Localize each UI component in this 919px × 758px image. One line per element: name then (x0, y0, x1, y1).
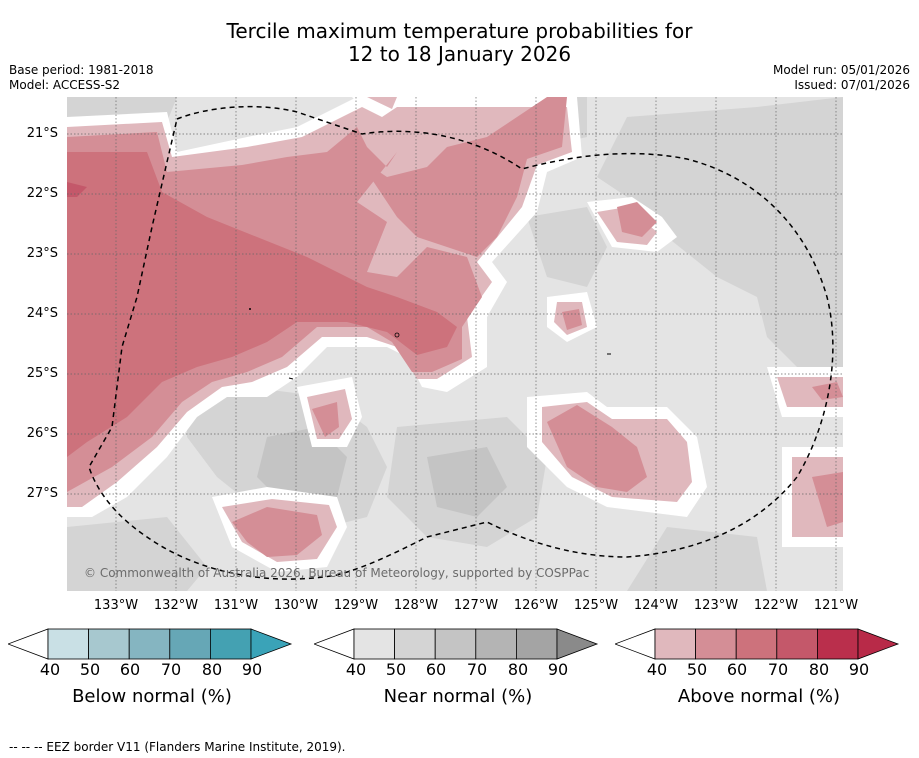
colorbar-extend-low (613, 628, 656, 660)
lon-label: 131°W (213, 598, 259, 613)
colorbar-segment (394, 628, 436, 660)
lon-label: 132°W (153, 598, 199, 613)
colorbar-title-above: Above normal (%) (677, 686, 841, 707)
colorbar-tick: 90 (241, 660, 263, 679)
base-period: Base period: 1981-2018 (9, 63, 154, 77)
colorbar-extend-high (857, 628, 900, 660)
lon-label: 125°W (573, 598, 619, 613)
colorbar-tick: 60 (425, 660, 447, 679)
copyright-notice: © Commonwealth of Australia 2026, Bureau… (84, 566, 590, 580)
colorbar-segment (47, 628, 89, 660)
colorbar-near-normal (312, 627, 602, 661)
colorbar-extend-low (312, 628, 355, 660)
lon-label: 122°W (753, 598, 799, 613)
lon-label: 124°W (633, 598, 679, 613)
model-name: Model: ACCESS-S2 (9, 78, 121, 92)
lon-label: 121°W (813, 598, 859, 613)
lat-label: 25°S (26, 366, 58, 381)
colorbar-tick: 80 (507, 660, 529, 679)
colorbar-title-near: Near normal (%) (383, 686, 533, 707)
model-run: Model run: 05/01/2026 (772, 63, 910, 77)
lon-label: 123°W (693, 598, 739, 613)
colorbar-tick: 60 (119, 660, 141, 679)
colorbar-segment (695, 628, 737, 660)
colorbar-segment (475, 628, 517, 660)
colorbar-extend-high (556, 628, 599, 660)
colorbar-segment (88, 628, 130, 660)
lon-label: 129°W (333, 598, 379, 613)
eez-footnote: -- -- -- EEZ border V11 (Flanders Marine… (9, 740, 346, 754)
colorbar-tick: 50 (79, 660, 101, 679)
colorbar-tick: 70 (466, 660, 488, 679)
colorbar-segment (128, 628, 171, 660)
colorbar-above-normal (613, 627, 903, 661)
colorbar-tick: 50 (385, 660, 407, 679)
colorbar-tick: 50 (686, 660, 708, 679)
lon-label: 130°W (273, 598, 319, 613)
island-marker (249, 308, 251, 310)
map-title-line2: 12 to 18 January 2026 (347, 42, 572, 66)
lat-label: 26°S (26, 426, 58, 441)
colorbar-segment (654, 628, 696, 660)
colorbar-tick: 80 (201, 660, 223, 679)
island-marker (288, 377, 294, 380)
colorbar-segment (353, 628, 395, 660)
issued-date: Issued: 07/01/2026 (794, 78, 910, 92)
lat-label: 23°S (26, 246, 58, 261)
colorbar-segment (735, 628, 778, 660)
probability-map (67, 97, 843, 591)
colorbar-tick: 70 (767, 660, 789, 679)
colorbar-segment (515, 628, 558, 660)
lon-label: 127°W (453, 598, 499, 613)
colorbar-tick: 40 (345, 660, 367, 679)
colorbar-extend-high (250, 628, 293, 660)
colorbar-tick: 80 (808, 660, 830, 679)
colorbar-segment (434, 628, 477, 660)
colorbar-tick: 70 (160, 660, 182, 679)
colorbar-tick: 90 (547, 660, 569, 679)
lat-label: 24°S (26, 306, 58, 321)
colorbar-segment (169, 628, 211, 660)
colorbar-tick: 40 (646, 660, 668, 679)
above-normal-70-80-layer (67, 182, 87, 197)
colorbar-tick: 90 (848, 660, 870, 679)
colorbar-segment (816, 628, 859, 660)
lon-label: 133°W (93, 598, 139, 613)
lon-label: 128°W (393, 598, 439, 613)
colorbar-extend-low (6, 628, 49, 660)
lat-label: 27°S (26, 486, 58, 501)
lon-label: 126°W (513, 598, 559, 613)
lat-label: 21°S (26, 126, 58, 141)
colorbar-below-normal (6, 627, 296, 661)
colorbar-tick: 60 (726, 660, 748, 679)
lat-label: 22°S (26, 186, 58, 201)
colorbar-segment (209, 628, 252, 660)
island-marker (394, 332, 400, 338)
colorbar-title-below: Below normal (%) (72, 686, 232, 707)
colorbar-segment (776, 628, 818, 660)
colorbar-tick: 40 (39, 660, 61, 679)
map-title-line1: Tercile maximum temperature probabilitie… (226, 19, 693, 43)
above-normal-60-70-layer (67, 152, 457, 457)
eez-border (88, 105, 834, 580)
